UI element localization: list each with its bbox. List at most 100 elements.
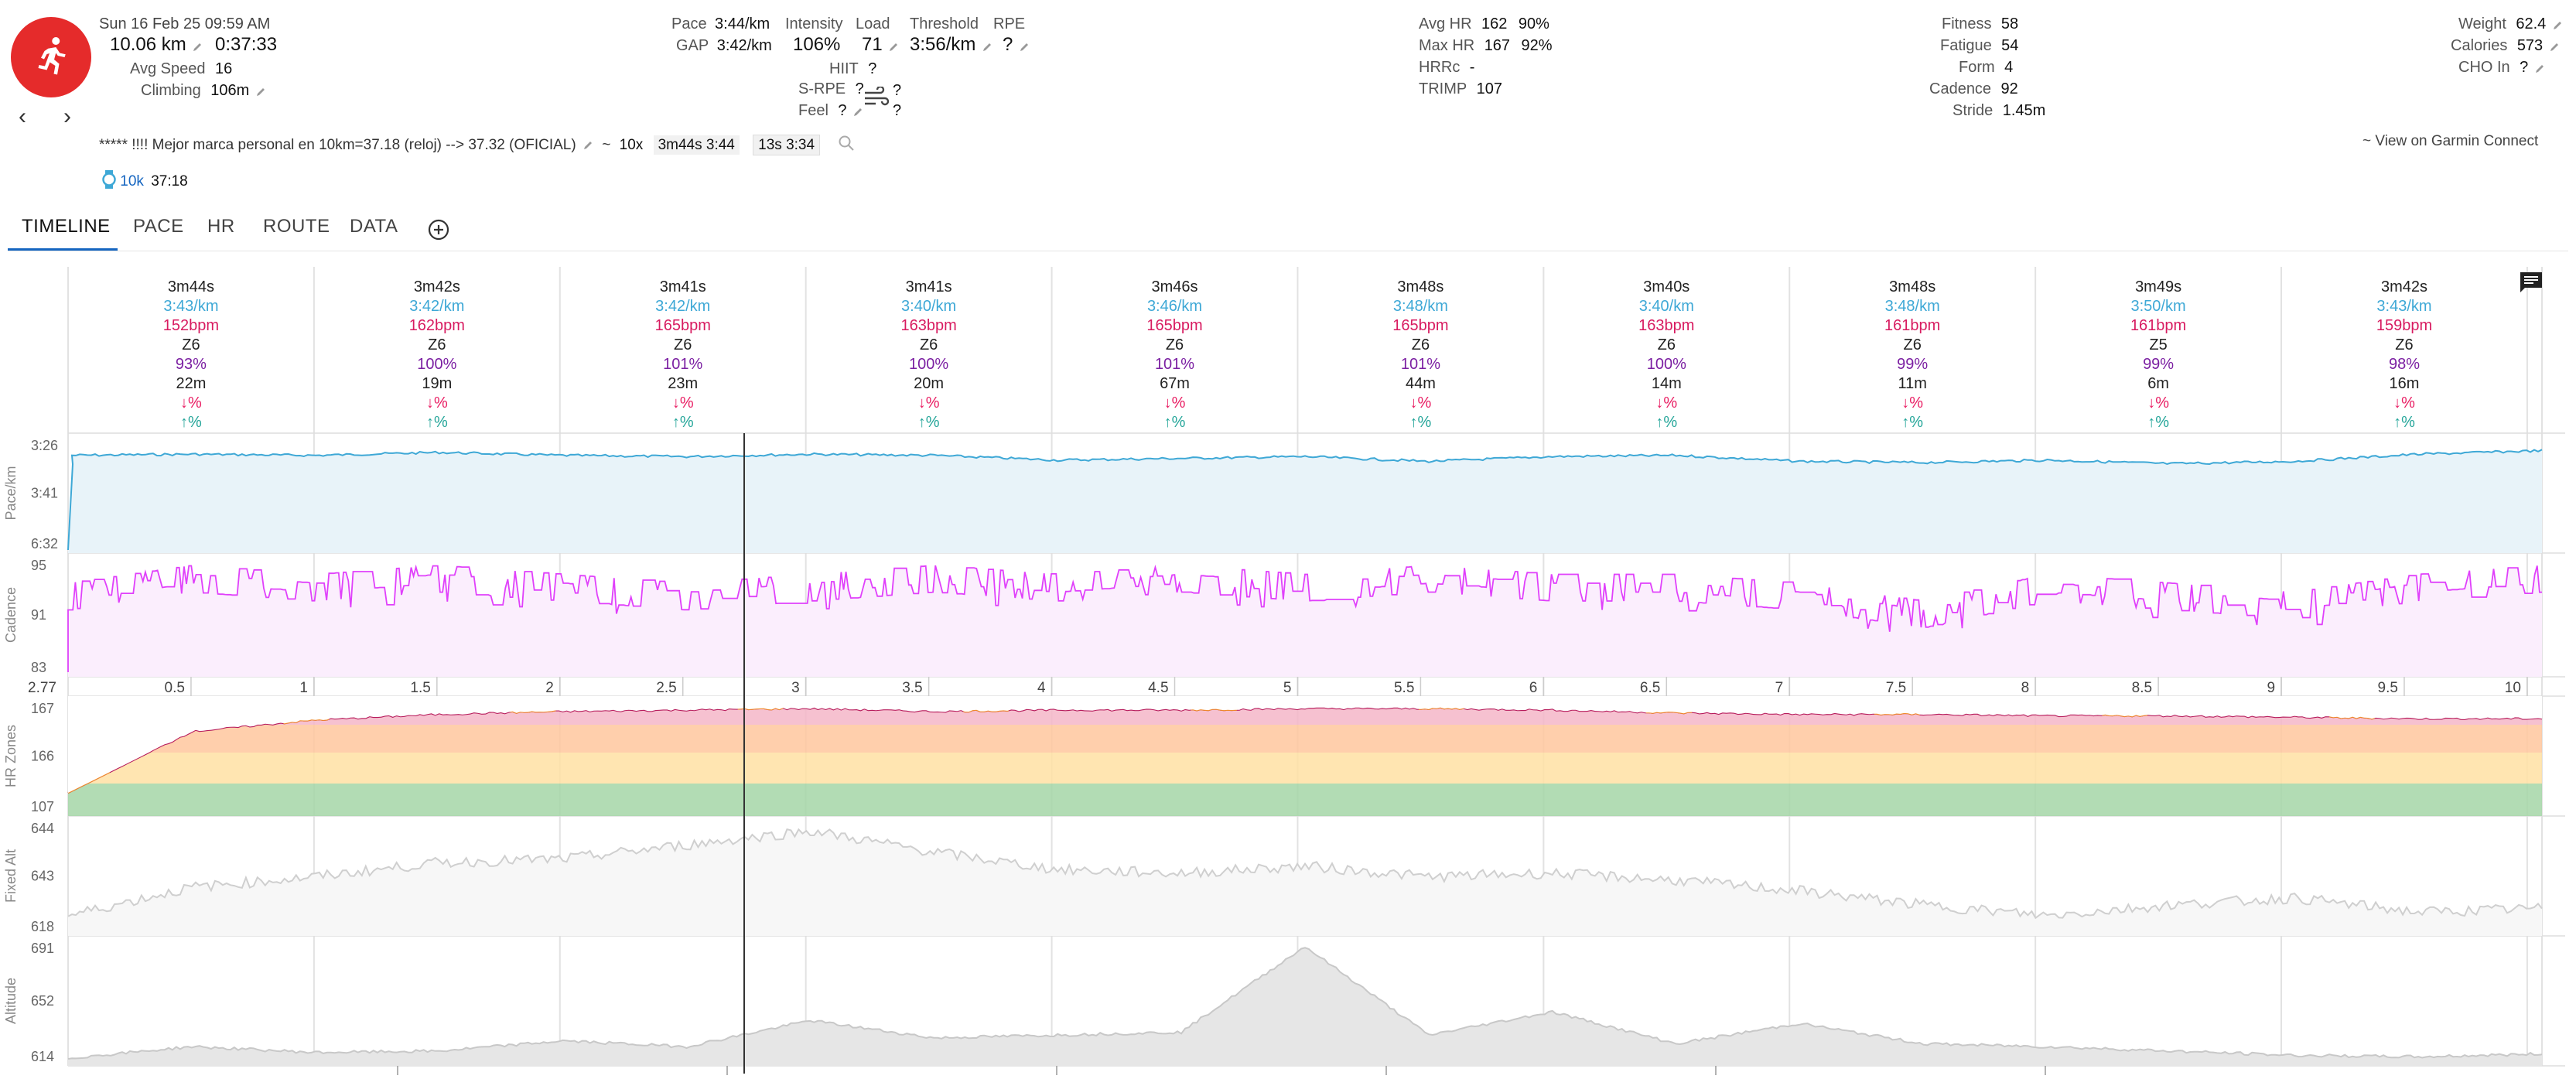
interval-hr: 165bpm (655, 317, 711, 334)
interval-time: 3m42s (414, 278, 460, 295)
form-label: Form (1959, 59, 1995, 76)
y-tick-label: 6:32 (31, 536, 58, 551)
x-axis-label: 2 (545, 680, 554, 696)
hr-above-mask (68, 696, 2542, 793)
edit-pencil-icon[interactable] (2534, 63, 2545, 74)
record-label: 10k (120, 173, 144, 190)
y-tick-label: 166 (31, 749, 54, 764)
interval-hr: 165bpm (1146, 317, 1202, 334)
pace-line (67, 449, 2543, 551)
rpe-field[interactable]: ? (1003, 34, 1030, 56)
edit-pencil-icon[interactable] (888, 42, 899, 53)
wind-icon[interactable] (863, 85, 890, 114)
x-axis-label: 4 (1037, 680, 1046, 696)
weight-field[interactable]: Weight 62.4 (2458, 15, 2563, 33)
activity-avatar (11, 17, 91, 97)
hiit-value: ? (868, 60, 877, 77)
x-axis-label: 5 (1283, 680, 1292, 696)
interval-intensity: 100% (1647, 356, 1686, 373)
hr-zone-band (68, 784, 2542, 816)
cho-field[interactable]: CHO In ? (2458, 59, 2545, 77)
rpe-label: RPE (993, 15, 1026, 32)
tab-pace[interactable]: PACE (133, 216, 184, 237)
timeline-chart[interactable]: 3m44s 3:43/km 152bpm Z6 93% 22m ↓% ↑% 3m42s 3:42/… (0, 255, 2576, 1079)
interval-hr: 162bpm (409, 317, 465, 334)
record-badge[interactable]: 10k 37:18 (102, 170, 188, 193)
interval-rest-chip[interactable]: 13s 3:34 (753, 135, 821, 156)
interval-hr: 161bpm (2130, 317, 2186, 334)
feel-value: ? (838, 102, 847, 119)
interval-pace: 3:40/km (1639, 298, 1694, 315)
previous-activity-chevron-left-icon[interactable]: ‹ (19, 104, 26, 129)
edit-pencil-icon[interactable] (982, 42, 992, 53)
wind-speed-value: ? (893, 82, 902, 99)
avg-hr-value: 162 (1481, 15, 1508, 32)
interval-up: ↑% (426, 414, 448, 431)
climbing-field[interactable]: Climbing 106m (141, 82, 266, 100)
activity-description[interactable]: ***** !!!! Mejor marca personal en 10km=… (99, 135, 855, 156)
interval-elev: 11m (1898, 375, 1926, 392)
srpe-label: S-RPE (798, 80, 846, 97)
y-tick-label: 691 (31, 941, 54, 956)
comment-icon[interactable] (2519, 271, 2544, 298)
x-axis-label: 1 (299, 680, 308, 696)
tab-data[interactable]: DATA (350, 216, 398, 237)
y-tick-label: 3:41 (31, 486, 58, 501)
interval-up: ↑% (1655, 414, 1677, 431)
gap-value: 3:42/km (716, 37, 772, 54)
edit-pencil-icon[interactable] (583, 140, 593, 151)
runner-icon (38, 37, 66, 75)
interval-zone: Z6 (182, 336, 200, 353)
x-axis-label: 3 (791, 680, 800, 696)
edit-pencil-icon[interactable] (192, 42, 203, 53)
interval-summary: 10x (619, 137, 644, 154)
hr-zone-band (68, 753, 2542, 784)
pace-area (68, 449, 2542, 553)
fatigue-value: 54 (2001, 37, 2019, 54)
edit-pencil-icon[interactable] (2552, 20, 2563, 31)
calories-field[interactable]: Calories 573 (2451, 37, 2560, 55)
interval-up: ↑% (1901, 414, 1923, 431)
interval-down: ↓% (1655, 394, 1677, 411)
hrrc-label: HRRc (1419, 59, 1461, 76)
interval-zone: Z6 (428, 336, 446, 353)
feel-field[interactable]: Feel ? (798, 102, 863, 120)
stride-label: Stride (1952, 102, 1993, 119)
view-on-garmin-link[interactable]: ~ View on Garmin Connect (2362, 133, 2539, 149)
fatigue-label: Fatigue (1940, 37, 1992, 54)
edit-pencil-icon[interactable] (2549, 42, 2560, 53)
hr-line-zone (67, 706, 2543, 794)
load-field[interactable]: 71 (862, 34, 899, 56)
intensity-value: 106% (793, 34, 841, 55)
interval-down: ↓% (672, 394, 694, 411)
x-axis-label: 5.5 (1394, 680, 1414, 696)
interval-time: 3m40s (1643, 278, 1689, 295)
tab-route[interactable]: ROUTE (263, 216, 330, 237)
max-hr-value: 167 (1484, 37, 1511, 54)
distance-field[interactable]: 10.06 km (110, 34, 203, 56)
tab-hr[interactable]: HR (207, 216, 235, 237)
avg-speed-label: Avg Speed (130, 60, 206, 77)
interval-down: ↓% (180, 394, 202, 411)
x-axis-label: 10 (2505, 680, 2521, 696)
y-tick-label: 95 (31, 558, 46, 573)
edit-pencil-icon[interactable] (255, 87, 266, 97)
interval-zone: Z6 (1166, 336, 1184, 353)
tab-timeline[interactable]: TIMELINE (8, 207, 118, 251)
edit-pencil-icon[interactable] (1019, 42, 1030, 53)
interval-intensity: 99% (2143, 356, 2174, 373)
threshold-value: 3:56/km (910, 34, 976, 55)
interval-hr: 161bpm (1884, 317, 1940, 334)
x-axis-label: 7.5 (1886, 680, 1906, 696)
next-activity-chevron-right-icon[interactable]: › (63, 104, 71, 129)
hr-zone-band (68, 725, 2542, 753)
interval-down: ↓% (426, 394, 448, 411)
y-axis-title: Pace/km (3, 466, 19, 520)
threshold-field[interactable]: 3:56/km (910, 34, 992, 56)
edit-pencil-icon[interactable] (852, 107, 863, 118)
search-icon[interactable] (838, 135, 855, 156)
timeline-chart-area[interactable]: 3m44s 3:43/km 152bpm Z6 93% 22m ↓% ↑% 3m42s 3:42/… (0, 255, 2576, 1079)
max-hr-pct: 92% (1521, 37, 1553, 54)
add-tab-plus-icon[interactable] (427, 217, 450, 260)
interval-pace-chip[interactable]: 3m44s 3:44 (653, 135, 740, 155)
